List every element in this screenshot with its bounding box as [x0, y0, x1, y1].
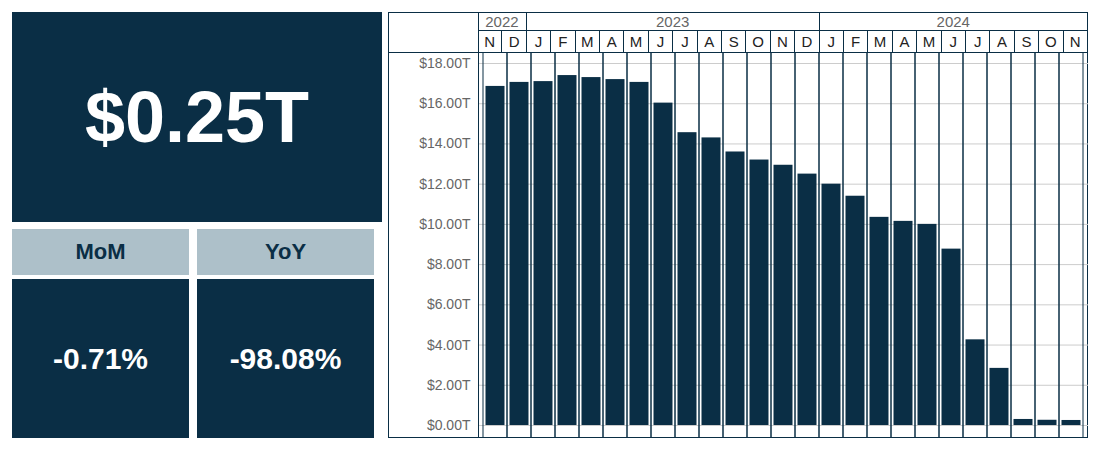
html-text:A: A: [899, 33, 910, 50]
html-text:2023: 2023: [656, 13, 690, 30]
svg-text:$18.00T: $18.00T: [419, 55, 471, 71]
html-text:A: A: [606, 33, 617, 50]
svg-text:$14.00T: $14.00T: [419, 135, 471, 151]
html-text:S: S: [728, 33, 739, 50]
svg-text:$16.00T: $16.00T: [419, 95, 471, 111]
html-text:N: N: [1069, 33, 1081, 50]
html-text:J: J: [534, 33, 543, 50]
svg-text:$12.00T: $12.00T: [419, 176, 471, 192]
html-text:D: D: [508, 33, 520, 50]
html-text:J: J: [681, 33, 689, 50]
html-text:S: S: [1021, 33, 1032, 50]
svg-text:$6.00T: $6.00T: [427, 296, 471, 312]
html-text:M: M: [581, 33, 594, 50]
html-text:J: J: [973, 33, 982, 50]
html-text:M: M: [873, 33, 887, 50]
svg-text:$10.00T: $10.00T: [419, 216, 471, 232]
html-text:N: N: [777, 33, 788, 50]
html-text:A: A: [704, 33, 715, 50]
html-text:-98.08%: -98.08%: [229, 341, 342, 375]
html-text:D: D: [801, 33, 813, 50]
svg-text:$0.00T: $0.00T: [427, 417, 471, 433]
html-text:M: M: [629, 33, 643, 50]
html-text:J: J: [827, 33, 835, 50]
html-text:F: F: [558, 33, 568, 50]
html-text:O: O: [1045, 33, 1057, 50]
html-text:J: J: [949, 33, 957, 50]
html-text:2024: 2024: [936, 13, 970, 30]
html-text:A: A: [997, 33, 1008, 50]
svg-text:$4.00T: $4.00T: [427, 337, 471, 353]
html-text:F: F: [851, 33, 861, 50]
html-text:-0.71%: -0.71%: [53, 341, 148, 375]
html-text:YoY: YoY: [264, 239, 307, 264]
html-text:N: N: [484, 33, 496, 50]
html-text:J: J: [656, 33, 665, 50]
html-text:$0.25T: $0.25T: [84, 77, 310, 157]
svg-text:$8.00T: $8.00T: [427, 256, 471, 272]
html-text:O: O: [752, 33, 764, 50]
html-text:M: M: [922, 33, 936, 50]
html-text:2022: 2022: [485, 13, 519, 30]
svg-text:$2.00T: $2.00T: [427, 377, 471, 393]
html-text:MoM: MoM: [75, 239, 126, 264]
